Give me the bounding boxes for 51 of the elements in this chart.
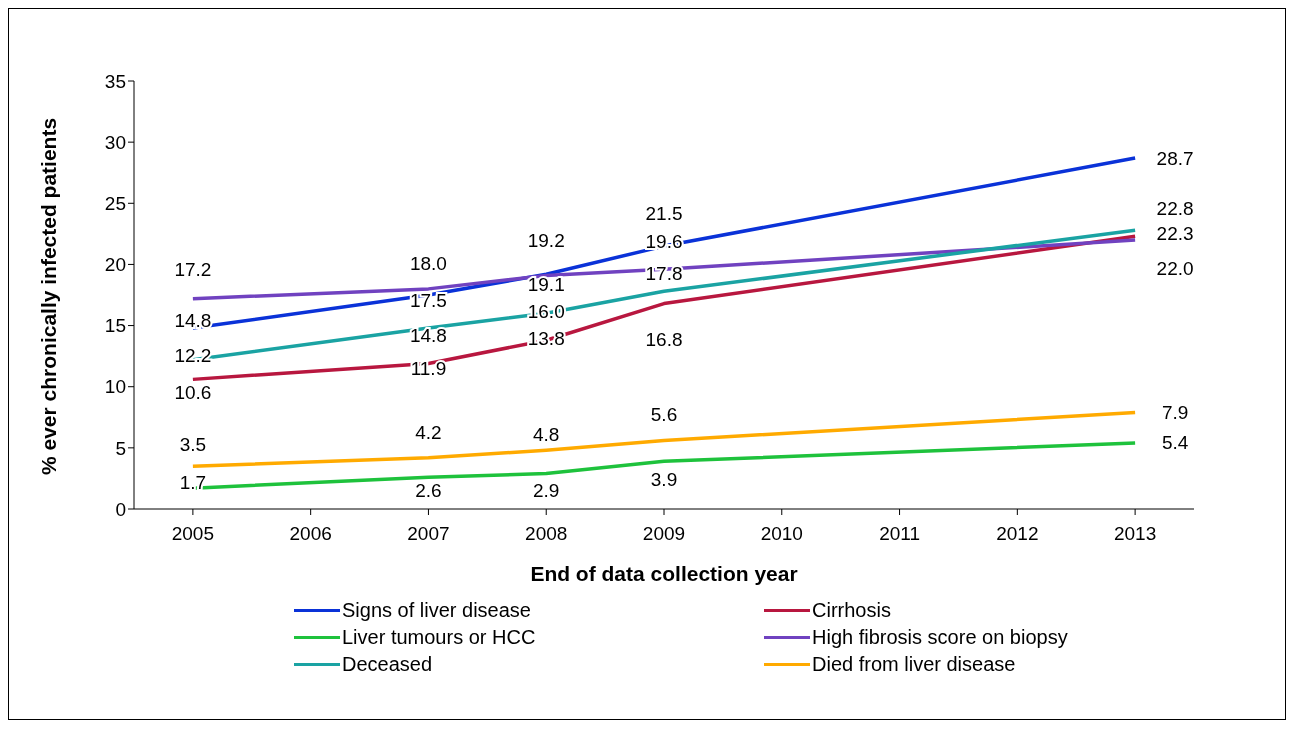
x-tick-label: 2010 [760,523,803,545]
y-tick-label: 5 [115,437,126,459]
data-label: 22.0 [1156,258,1194,280]
y-tick-label: 25 [104,193,126,215]
data-label: 21.5 [645,202,683,224]
data-label: 2.9 [533,480,560,502]
x-tick-label: 2012 [996,523,1039,545]
x-tick-label: 2007 [407,523,450,545]
data-label: 11.9 [410,357,447,379]
x-tick-label: 2013 [1113,523,1157,545]
data-label: 1.7 [179,471,207,493]
data-label: 17.2 [174,259,212,281]
x-tick-label: 2009 [642,523,686,545]
data-label: 28.7 [1156,147,1194,169]
legend-label: Cirrhosis [812,599,891,622]
x-tick-label: 2005 [171,523,215,545]
data-label: 12.2 [174,345,212,367]
data-label: 19.2 [527,229,565,251]
data-label: 22.3 [1156,222,1194,244]
y-axis-title: % ever chronically infected patients [37,117,61,475]
legend-label: High fibrosis score on biopsy [812,626,1068,649]
data-label: 5.4 [1161,432,1189,454]
x-tick-label: 2008 [525,523,568,545]
data-label: 7.9 [1161,401,1189,423]
y-tick-label: 0 [115,498,126,520]
legend-label: Died from liver disease [812,653,1016,676]
x-axis-title: End of data collection year [530,562,798,585]
y-tick-label: 30 [104,131,126,153]
x-tick-label: 2011 [879,523,920,545]
data-label: 10.6 [174,381,212,403]
x-tick-label: 2006 [289,523,332,545]
data-label: 4.8 [533,423,560,445]
y-tick-label: 20 [104,254,126,276]
data-label: 5.6 [650,404,678,426]
legend-label: Liver tumours or HCC [342,626,536,649]
data-label: 18.0 [409,253,447,275]
data-label: 14.8 [174,309,212,331]
data-label: 14.8 [409,324,447,346]
data-label: 17.5 [409,289,447,311]
legend-label: Deceased [342,653,433,676]
y-tick-label: 15 [104,315,126,337]
data-label: 22.8 [1156,197,1194,219]
data-label: 3.9 [650,468,678,490]
data-label: 19.1 [527,273,565,295]
data-label: 4.2 [415,422,442,444]
data-label: 3.5 [179,433,207,455]
y-tick-label: 10 [104,376,126,398]
data-label: 2.6 [415,479,442,501]
data-label: 16.8 [645,329,683,351]
y-tick-label: 35 [104,70,126,92]
legend-label: Signs of liver disease [342,599,531,622]
